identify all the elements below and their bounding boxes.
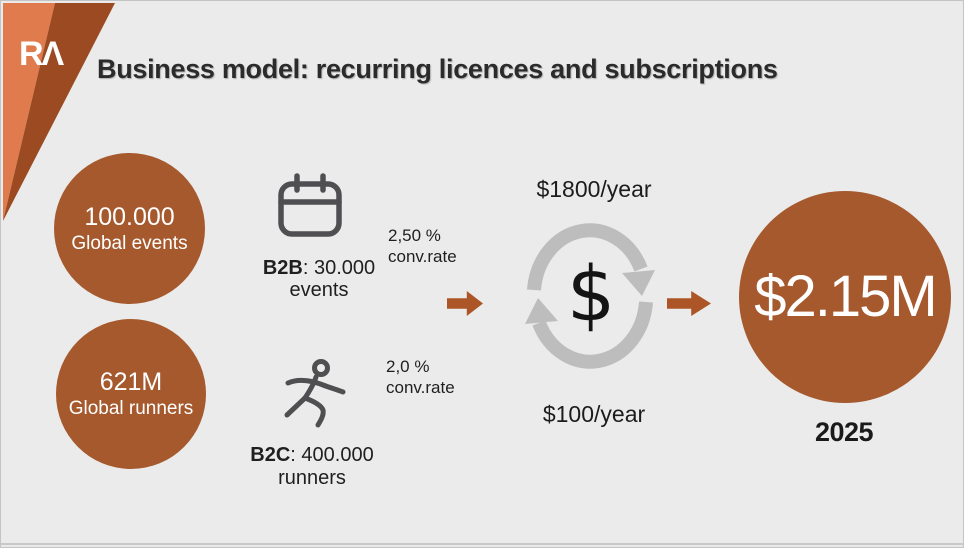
logo-monogram: RΛ [19,35,64,73]
b2c-unit: runners [278,467,346,489]
revenue-value: $2.15M [754,264,937,329]
b2b-size-line: B2B: 30.000 [239,257,399,279]
b2c-name: B2C [250,444,291,466]
runner-icon [284,359,346,428]
b2b-unit: events [289,279,349,301]
revenue-result-circle: $2.15M [739,191,951,403]
global-runners-label: Global runners [68,398,194,419]
b2b-price: $1800/year [536,176,652,202]
b2b-size: : 30.000 [302,257,376,279]
b2b-conv-label: conv.rate [388,247,457,266]
global-events-label: Global events [71,232,188,254]
b2c-conversion: 2,0 % conv.rate [386,356,455,398]
global-runners-circle: 621M Global runners [56,319,206,469]
revenue-year: 2025 [814,417,874,447]
dollar-symbol: $ [566,249,616,338]
b2b-name: B2B [262,257,303,279]
calendar-icon [278,173,342,237]
global-events-value: 100.000 [84,202,175,231]
logo-ribbon [3,3,115,221]
b2c-size: : 400.000 [290,444,374,466]
b2c-conv-value: 2,0 % [386,357,430,376]
b2b-conv-value: 2,50 % [388,226,441,245]
flow-arrow-icon [667,291,711,316]
flow-arrow-icon [447,291,483,316]
slide-bottom-border [1,543,963,545]
page-title: Business model: recurring licences and s… [97,54,778,84]
b2c-price: $100/year [542,401,646,427]
recurring-cycle-icon [525,223,655,369]
b2c-size-line: B2C: 400.000 [232,444,392,467]
b2c-segment-label: B2C: 400.000 runners [232,444,392,490]
ribbon-dark-triangle [3,3,115,221]
b2b-segment-label: B2B: 30.000 events [239,257,399,301]
below-slide-background [1,545,963,547]
b2b-conversion: 2,50 % conv.rate [388,225,457,267]
global-runners-value: 621M [99,368,163,396]
global-events-circle: 100.000 Global events [54,153,205,304]
b2c-conv-label: conv.rate [386,378,455,397]
